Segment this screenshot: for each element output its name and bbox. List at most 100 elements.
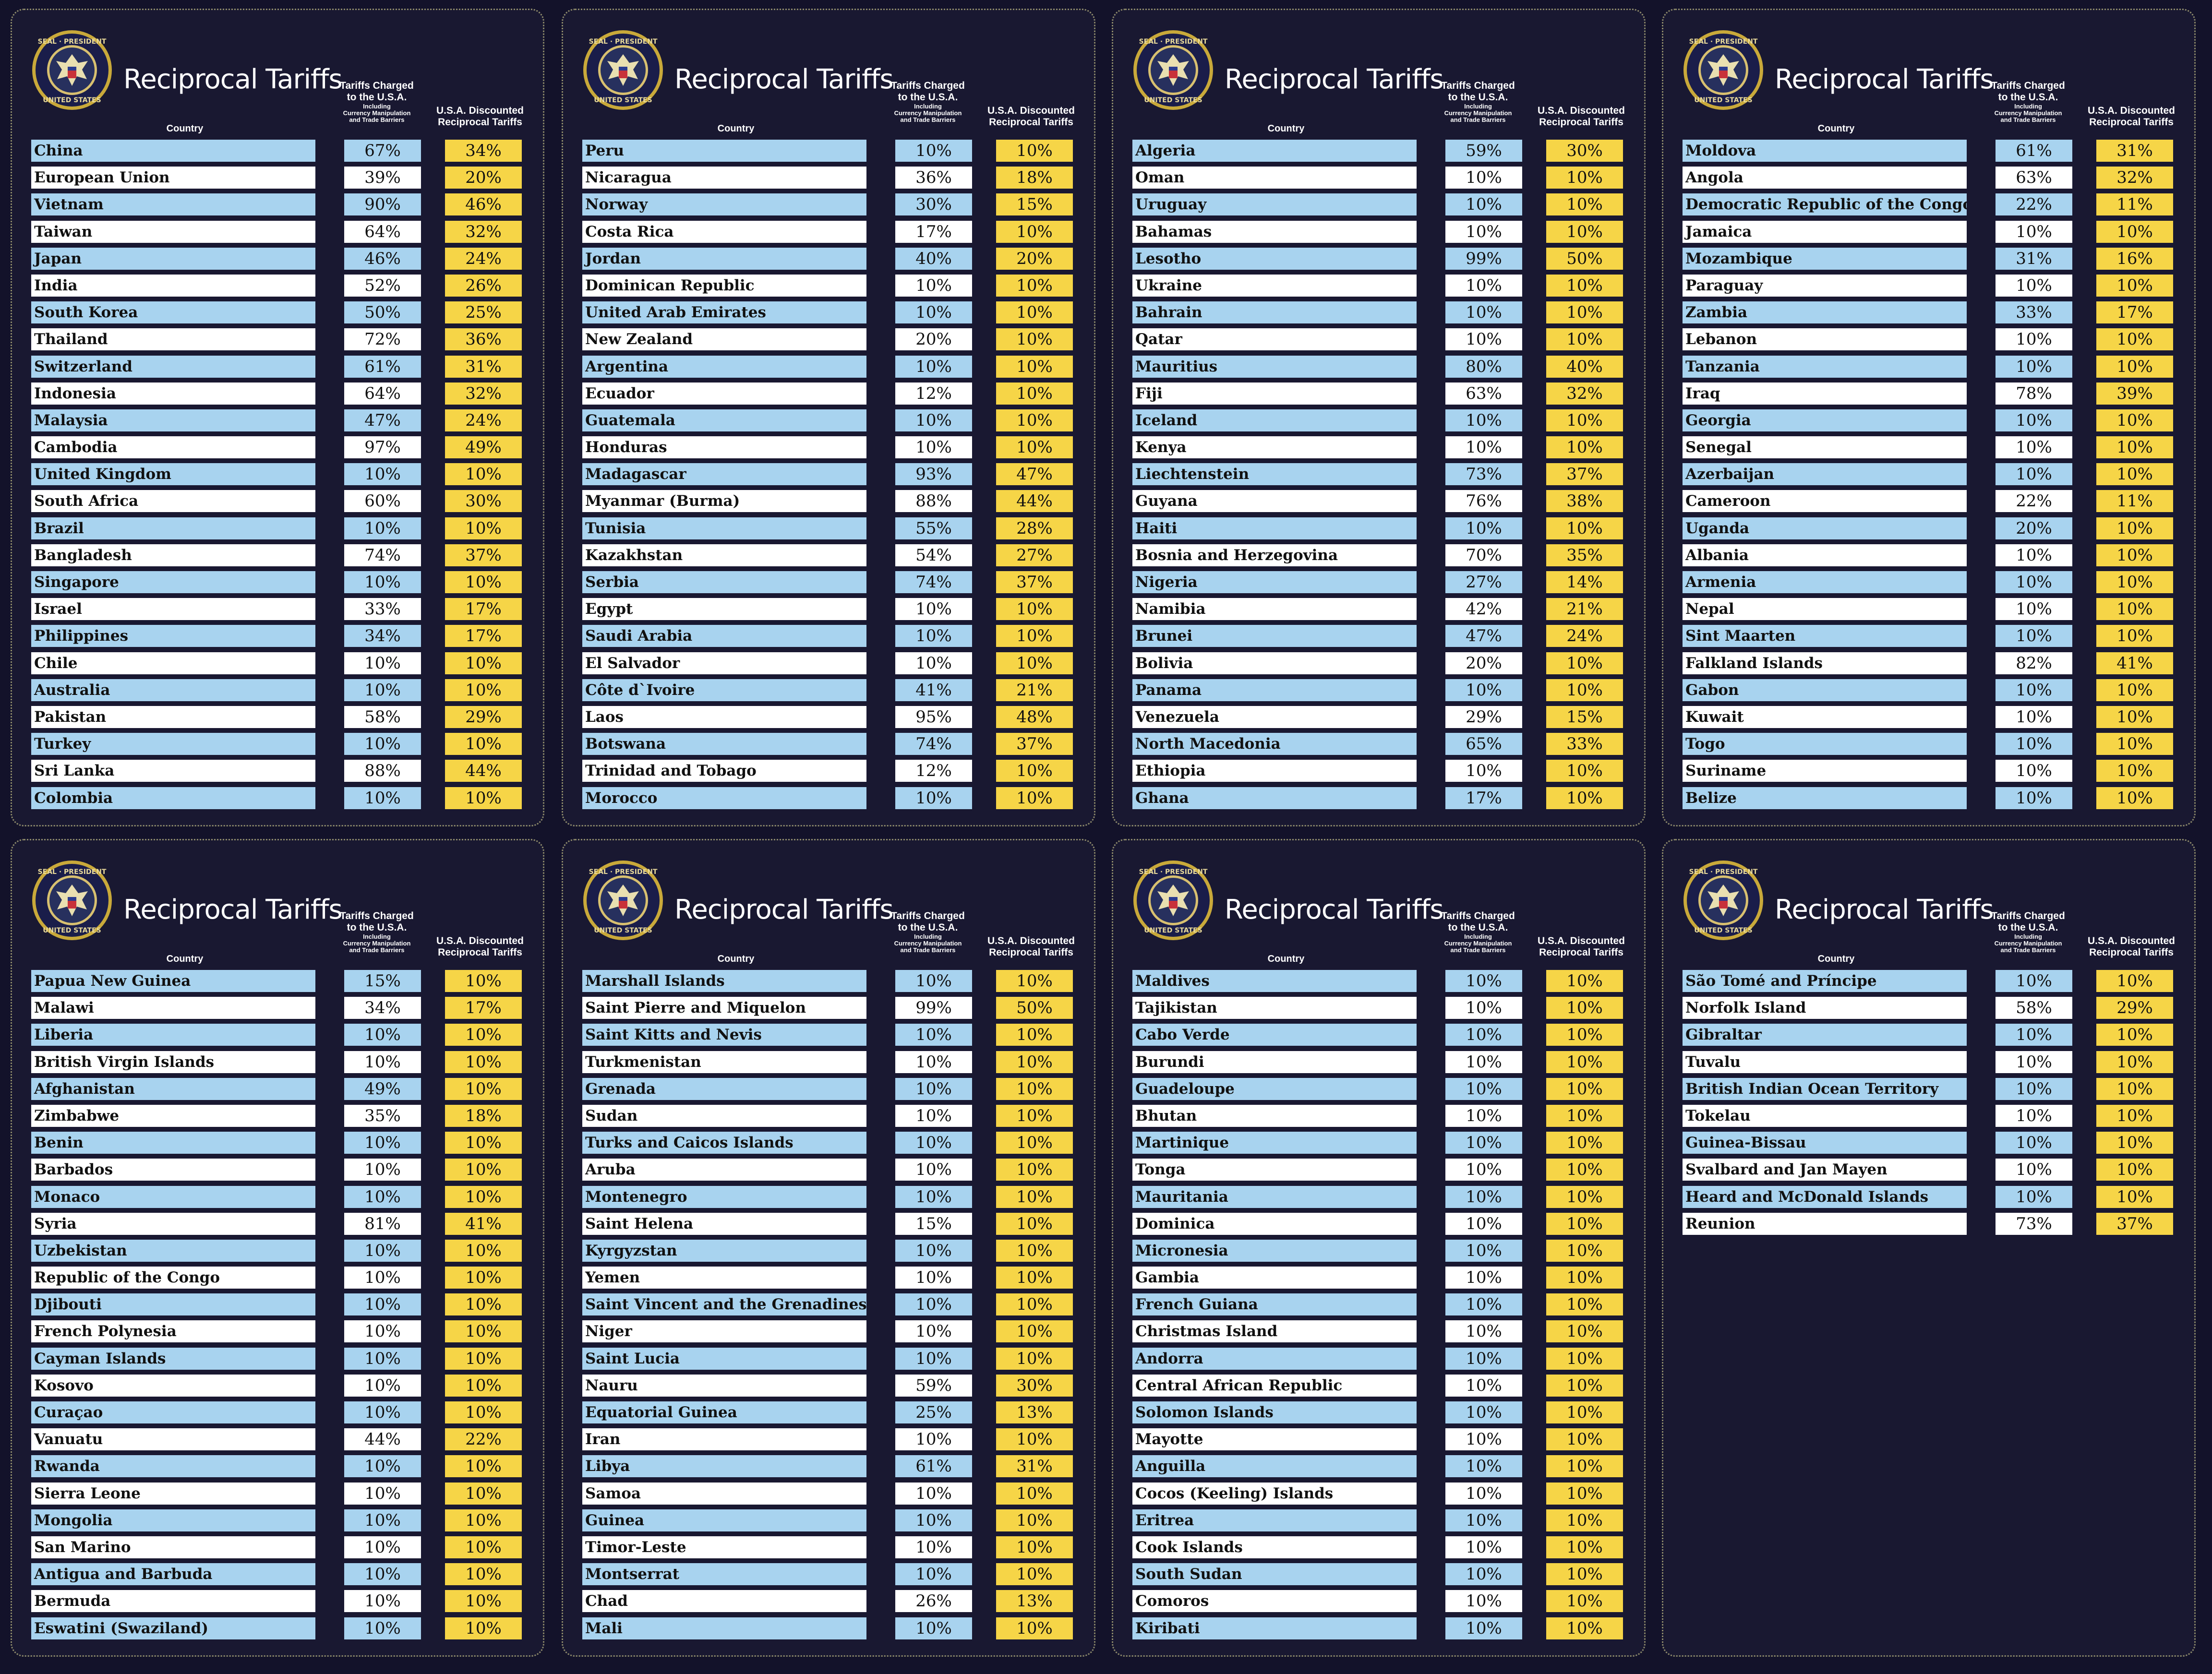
tariff-charged-value: 10% (1996, 355, 2072, 378)
tariff-charged-value: 10% (344, 652, 421, 674)
discounted-tariff-value: 24% (1546, 625, 1623, 647)
discounted-tariff-value: 21% (1546, 598, 1623, 621)
discounted-tariff-value: 10% (1546, 1212, 1623, 1235)
discounted-tariff-value: 10% (1546, 1482, 1623, 1505)
discounted-tariff-value: 50% (1546, 247, 1623, 270)
header-tariffs-charged: Tariffs Charged to the U.S.A. Including … (1430, 80, 1526, 123)
header-tariffs-charged: Tariffs Charged to the U.S.A. Including … (1980, 910, 2076, 954)
table-row: Fiji 63% 32% (1132, 381, 1641, 407)
discounted-tariff-value: 13% (996, 1590, 1073, 1613)
header-discounted: U.S.A. Discounted Reciprocal Tariffs (2081, 105, 2182, 128)
discounted-tariff-value: 10% (996, 140, 1073, 162)
discounted-tariff-value: 28% (996, 517, 1073, 539)
country-name: Norfolk Island (1683, 997, 1967, 1019)
tariff-charged-value: 17% (895, 220, 972, 243)
country-name: Venezuela (1132, 705, 1417, 728)
discounted-tariff-value: 10% (445, 1455, 522, 1478)
seal-lettering: SEAL · PRESIDENT (1139, 38, 1208, 46)
tariff-charged-value: 10% (1445, 167, 1522, 189)
header-charged-line2: to the U.S.A. (347, 92, 407, 103)
discounted-tariff-value: 10% (445, 1320, 522, 1343)
discounted-tariff-value: 10% (2096, 1104, 2173, 1127)
tariff-charged-value: 10% (344, 1482, 421, 1505)
country-name: Bermuda (31, 1590, 315, 1613)
header-discounted-line2: Reciprocal Tariffs (1539, 117, 1623, 128)
table-row: Lesotho 99% 50% (1132, 246, 1641, 273)
country-name: Andorra (1132, 1347, 1417, 1370)
discounted-tariff-value: 10% (445, 1401, 522, 1423)
tariff-charged-value: 52% (344, 274, 421, 297)
country-name: Bosnia and Herzegovina (1132, 544, 1417, 566)
tariff-charged-value: 10% (1996, 409, 2072, 431)
country-name: British Virgin Islands (31, 1051, 315, 1073)
discounted-tariff-value: 10% (1546, 436, 1623, 459)
header-charged-sub3: and Trade Barriers (1450, 116, 1506, 123)
tariff-charged-value: 10% (344, 1509, 421, 1531)
tariff-charged-value: 46% (344, 247, 421, 270)
discounted-tariff-value: 35% (1546, 544, 1623, 566)
table-row: South Africa 60% 30% (31, 488, 540, 515)
discounted-tariff-value: 31% (2096, 140, 2173, 162)
discounted-tariff-value: 32% (1546, 382, 1623, 405)
discounted-tariff-value: 10% (445, 571, 522, 593)
tariff-rows: Marshall Islands 10% 10% Saint Pierre and M… (582, 968, 1091, 1642)
table-row: Ecuador 12% 10% (582, 381, 1091, 407)
table-row: Saudi Arabia 10% 10% (582, 623, 1091, 650)
table-row: Kiribati 10% 10% (1132, 1615, 1641, 1642)
country-name: Nepal (1683, 598, 1967, 621)
country-name: Myanmar (Burma) (582, 490, 866, 513)
table-row: Uzbekistan 10% 10% (31, 1238, 540, 1265)
table-row: Albania 10% 10% (1683, 542, 2191, 569)
tariff-charged-value: 10% (344, 1185, 421, 1208)
presidential-seal-icon: SEAL · PRESIDENT UNITED STATES (1133, 861, 1213, 940)
tariff-charged-value: 80% (1445, 355, 1522, 378)
country-name: Zimbabwe (31, 1104, 315, 1127)
tariff-charged-value: 10% (895, 1536, 972, 1558)
discounted-tariff-value: 14% (1546, 571, 1623, 593)
table-row: Samoa 10% 10% (582, 1481, 1091, 1507)
discounted-tariff-value: 10% (996, 1104, 1073, 1127)
header-charged-sub1: Including (1464, 103, 1492, 110)
discounted-tariff-value: 10% (1546, 167, 1623, 189)
header-discounted-line2: Reciprocal Tariffs (2089, 117, 2174, 128)
discounted-tariff-value: 29% (445, 705, 522, 728)
header-discounted-line1: U.S.A. Discounted (1537, 935, 1625, 946)
table-row: China 67% 34% (31, 138, 540, 165)
table-row: Gambia 10% 10% (1132, 1265, 1641, 1291)
discounted-tariff-value: 49% (445, 436, 522, 459)
tariff-charged-value: 33% (1996, 301, 2072, 324)
country-name: Sri Lanka (31, 760, 315, 782)
discounted-tariff-value: 10% (1546, 1132, 1623, 1154)
country-name: Tunisia (582, 517, 866, 539)
country-name: Singapore (31, 571, 315, 593)
seal-lettering: SEAL · PRESIDENT (589, 868, 658, 876)
country-name: Sudan (582, 1104, 866, 1127)
country-name: Samoa (582, 1482, 866, 1505)
tariff-charged-value: 61% (1996, 140, 2072, 162)
tariff-charged-value: 10% (1996, 1104, 2072, 1127)
tariff-charged-value: 10% (895, 301, 972, 324)
header-discounted: U.S.A. Discounted Reciprocal Tariffs (981, 935, 1082, 958)
header-charged-line2: to the U.S.A. (1998, 922, 2058, 933)
country-name: Sint Maarten (1683, 625, 1967, 647)
svg-text:UNITED STATES: UNITED STATES (594, 927, 652, 934)
country-name: South Korea (31, 301, 315, 324)
tariff-charged-value: 10% (895, 652, 972, 674)
country-name: Botswana (582, 733, 866, 755)
discounted-tariff-value: 10% (2096, 328, 2173, 351)
discounted-tariff-value: 10% (996, 382, 1073, 405)
table-row: Eswatini (Swaziland) 10% 10% (31, 1615, 540, 1642)
country-name: Chile (31, 652, 315, 674)
discounted-tariff-value: 10% (2096, 517, 2173, 539)
tariff-panel-8: SEAL · PRESIDENT UNITED STATES Reciproca… (1662, 839, 2196, 1657)
tariff-panel-3: SEAL · PRESIDENT UNITED STATES Reciproca… (1112, 9, 1646, 826)
table-row: Zambia 33% 17% (1683, 299, 2191, 326)
table-row: Tajikistan 10% 10% (1132, 995, 1641, 1022)
country-name: Guatemala (582, 409, 866, 431)
table-row: Turks and Caicos Islands 10% 10% (582, 1130, 1091, 1157)
discounted-tariff-value: 10% (996, 355, 1073, 378)
country-name: Bhutan (1132, 1104, 1417, 1127)
table-row: Ghana 17% 10% (1132, 785, 1641, 812)
discounted-tariff-value: 10% (996, 1239, 1073, 1262)
table-row: Chile 10% 10% (31, 650, 540, 677)
